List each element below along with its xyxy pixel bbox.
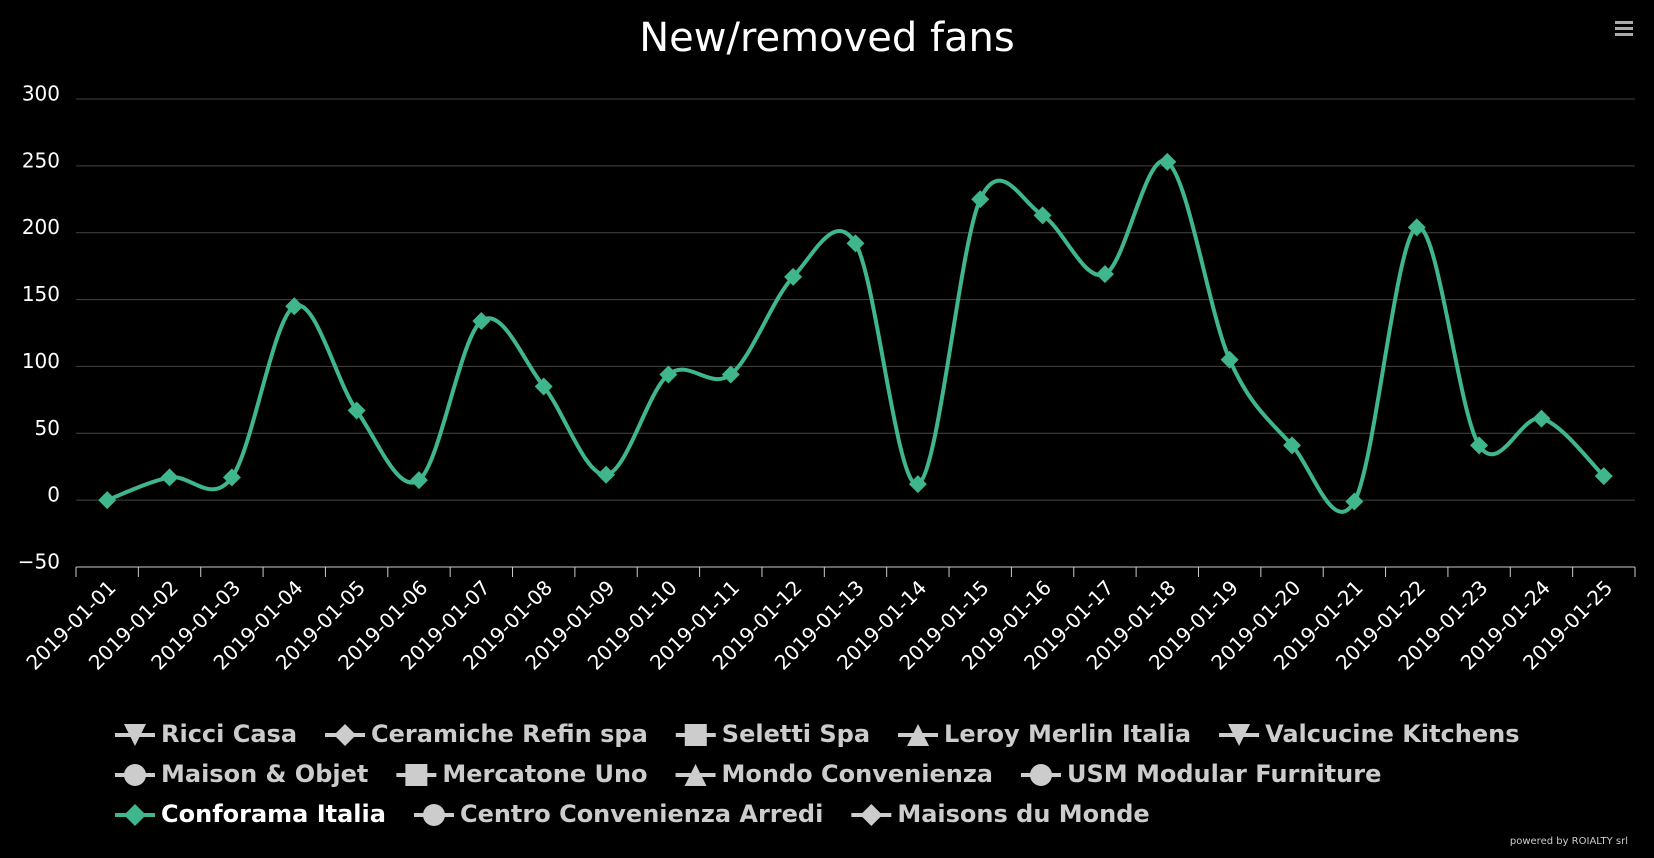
point-marker	[1033, 206, 1052, 225]
point-marker	[1345, 492, 1364, 511]
series-line	[106, 158, 1606, 514]
y-tick-label: 100	[22, 349, 60, 373]
point-marker	[1158, 152, 1177, 171]
legend-item[interactable]: Mondo Convenienza	[675, 760, 993, 788]
legend-label: Leroy Merlin Italia	[944, 720, 1191, 748]
y-tick-label: 0	[47, 483, 60, 507]
point-marker	[971, 190, 990, 209]
legend-symbol	[405, 764, 428, 786]
y-tick-label: 150	[22, 282, 60, 306]
point-marker	[1220, 350, 1239, 369]
point-marker	[784, 267, 803, 286]
y-tick-label: 200	[22, 215, 60, 239]
legend-label: Mondo Convenienza	[722, 760, 993, 788]
legend-symbol	[1029, 764, 1052, 786]
legend-item[interactable]: Ricci Casa	[115, 720, 297, 748]
legend-item[interactable]: Mercatone Uno	[396, 760, 648, 788]
legend-symbol	[907, 724, 930, 746]
legend-item[interactable]: Leroy Merlin Italia	[898, 720, 1191, 748]
legend-item[interactable]: Conforama Italia	[115, 800, 386, 828]
legend-label: Ceramiche Refin spa	[371, 720, 648, 748]
legend-label: Mercatone Uno	[442, 760, 647, 788]
point-marker	[222, 468, 241, 487]
legend-label: Seletti Spa	[722, 720, 870, 748]
legend-label: Maisons du Monde	[897, 800, 1149, 828]
point-marker	[1532, 409, 1551, 428]
point-marker	[597, 465, 616, 484]
point-marker	[1283, 436, 1302, 455]
legend-item[interactable]: Maisons du Monde	[851, 800, 1150, 828]
credit: powered by ROIALTY srl	[1510, 836, 1628, 847]
y-tick-label: 250	[22, 148, 60, 172]
legend-label: Conforama Italia	[161, 800, 386, 828]
y-tick-label: 50	[35, 416, 60, 440]
legend-item[interactable]: Maison & Objet	[115, 760, 368, 788]
legend-symbol	[684, 764, 707, 786]
point-marker	[846, 234, 865, 253]
legend-label: Ricci Casa	[161, 720, 297, 748]
menu-bar	[1615, 33, 1633, 36]
point-marker	[160, 468, 179, 487]
point-marker	[472, 311, 491, 330]
legend-item[interactable]: USM Modular Furniture	[1020, 760, 1381, 788]
y-tick-label: 300	[22, 82, 60, 106]
menu-button[interactable]	[1615, 21, 1633, 36]
point-marker	[347, 401, 366, 420]
legend-item[interactable]: Valcucine Kitchens	[1219, 720, 1520, 748]
legend-symbol	[124, 724, 146, 746]
point-marker	[1407, 218, 1426, 237]
legend-symbol	[124, 764, 146, 786]
point-marker	[1594, 467, 1613, 486]
legend-item[interactable]: Seletti Spa	[675, 720, 870, 748]
legend-label: Maison & Objet	[161, 760, 368, 788]
legend-label: Valcucine Kitchens	[1265, 720, 1519, 748]
point-marker	[721, 365, 740, 384]
point-marker	[409, 471, 428, 490]
chart-title: New/removed fans	[639, 15, 1015, 61]
point-marker	[98, 491, 117, 510]
legend-symbol	[1228, 724, 1251, 746]
point-marker	[908, 475, 927, 494]
point-marker	[534, 377, 553, 396]
menu-bar	[1615, 27, 1633, 30]
legend-symbol	[860, 804, 883, 826]
legend-item[interactable]: Centro Convenienza Arredi	[413, 800, 823, 828]
legend-symbol	[684, 724, 707, 746]
legend-item[interactable]: Ceramiche Refin spa	[325, 720, 648, 748]
menu-bar	[1615, 21, 1633, 24]
legend-symbol	[334, 724, 357, 746]
point-marker	[1470, 436, 1489, 455]
point-marker	[659, 365, 678, 384]
y-tick-label: −50	[18, 550, 60, 574]
legend-symbol	[124, 804, 146, 826]
point-marker	[285, 297, 304, 316]
legend-symbol	[422, 804, 445, 826]
legend-label: USM Modular Furniture	[1067, 760, 1381, 788]
legend-label: Centro Convenienza Arredi	[460, 800, 823, 828]
point-marker	[1095, 265, 1114, 284]
